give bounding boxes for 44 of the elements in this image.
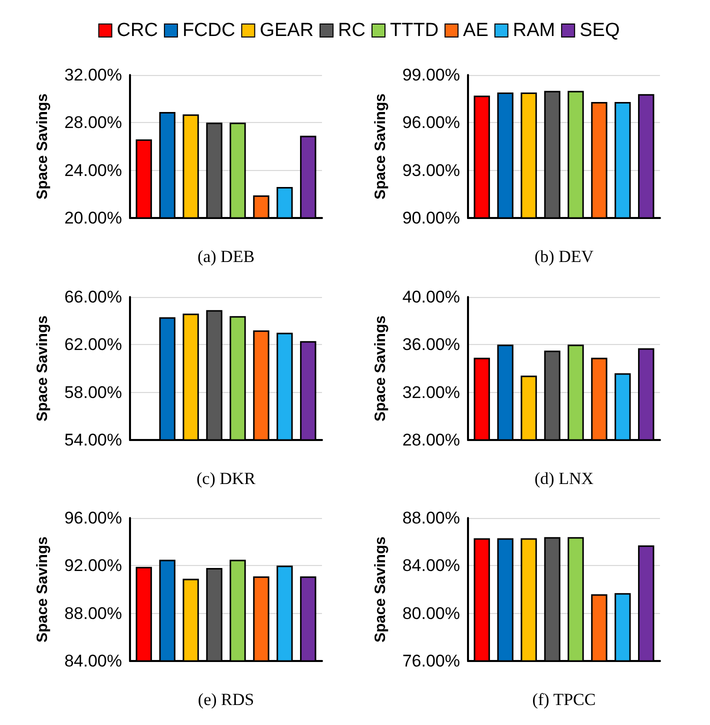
- y-tick-label: 62.00%: [64, 335, 122, 354]
- legend-label: FCDC: [182, 20, 236, 41]
- legend-label: TTTD: [390, 20, 439, 41]
- y-axis-title: Space Savings: [372, 536, 389, 642]
- x-axis-title: (c) DKR: [196, 469, 256, 488]
- legend-label: RC: [338, 20, 366, 41]
- x-axis-title: (b) DEV: [534, 247, 594, 266]
- x-axis-title: (d) LNX: [534, 469, 594, 488]
- y-tick-label: 96.00%: [64, 508, 122, 528]
- y-tick-label: 90.00%: [402, 208, 460, 228]
- y-tick-label: 32.00%: [402, 382, 460, 402]
- y-tick-label: 66.00%: [64, 288, 122, 306]
- x-axis-title: (e) RDS: [198, 690, 254, 709]
- legend-label: AE: [463, 20, 488, 41]
- legend-label: CRC: [116, 20, 158, 41]
- y-tick-label: 93.00%: [402, 160, 460, 180]
- y-tick-label: 96.00%: [402, 113, 460, 132]
- y-tick-label: 40.00%: [402, 288, 460, 306]
- y-tick-label: 88.00%: [64, 604, 122, 623]
- y-axis-title: Space Savings: [34, 316, 51, 422]
- y-axis-title: Space Savings: [372, 316, 389, 422]
- y-tick-label: 84.00%: [402, 556, 460, 576]
- y-tick-label: 28.00%: [402, 430, 460, 450]
- y-tick-label: 99.00%: [402, 66, 460, 84]
- legend-label: RAM: [512, 20, 556, 41]
- y-tick-label: 32.00%: [64, 66, 122, 84]
- y-axis-title: Space Savings: [372, 94, 389, 200]
- y-tick-label: 58.00%: [64, 382, 122, 402]
- y-tick-label: 76.00%: [402, 652, 460, 670]
- y-tick-label: 54.00%: [64, 430, 122, 450]
- y-tick-label: 88.00%: [402, 508, 460, 528]
- x-axis-title: (f) TPCC: [532, 690, 596, 709]
- y-axis-title: Space Savings: [34, 536, 51, 642]
- y-tick-label: 36.00%: [402, 335, 460, 354]
- y-tick-label: 92.00%: [64, 556, 122, 576]
- y-tick-label: 20.00%: [64, 208, 122, 228]
- x-axis-title: (a) DEB: [197, 247, 255, 266]
- y-tick-label: 28.00%: [64, 113, 122, 132]
- y-tick-label: 24.00%: [64, 160, 122, 180]
- y-axis-title: Space Savings: [34, 94, 51, 200]
- y-tick-label: 84.00%: [64, 652, 122, 670]
- legend-label: GEAR: [260, 20, 314, 41]
- legend-label: SEQ: [580, 20, 620, 41]
- y-tick-label: 80.00%: [402, 604, 460, 623]
